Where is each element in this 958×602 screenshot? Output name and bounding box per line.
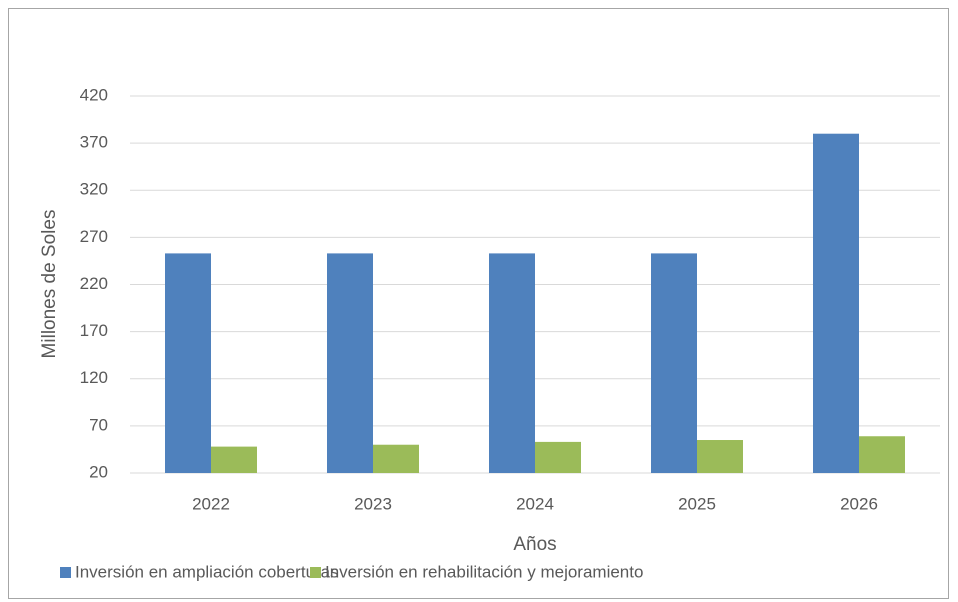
legend-label: Inversión en ampliación coberturas xyxy=(75,562,339,581)
y-tick-label: 170 xyxy=(80,321,108,340)
legend-label: Inversión en rehabilitación y mejoramien… xyxy=(325,562,643,581)
y-tick-label: 320 xyxy=(80,180,108,199)
x-tick-label: 2022 xyxy=(192,494,230,513)
bar xyxy=(165,253,211,473)
x-axis-label: Años xyxy=(513,534,556,555)
bar xyxy=(211,446,257,473)
y-tick-label: 220 xyxy=(80,274,108,293)
bar xyxy=(489,253,535,473)
x-tick-label: 2023 xyxy=(354,494,392,513)
bar xyxy=(327,253,373,473)
x-tick-label: 2024 xyxy=(516,494,554,513)
legend-swatch xyxy=(310,567,321,578)
bar xyxy=(813,133,859,473)
chart-frame xyxy=(8,8,949,599)
y-tick-label: 370 xyxy=(80,133,108,152)
bar xyxy=(373,444,419,473)
y-tick-label: 420 xyxy=(80,85,108,104)
bar xyxy=(651,253,697,473)
y-tick-label: 70 xyxy=(89,415,108,434)
y-tick-label: 120 xyxy=(80,368,108,387)
legend-swatch xyxy=(60,567,71,578)
bar xyxy=(859,436,905,473)
bar xyxy=(697,440,743,473)
x-tick-label: 2025 xyxy=(678,494,716,513)
y-axis-label: Millones de Soles xyxy=(39,210,60,359)
y-tick-label: 20 xyxy=(89,462,108,481)
y-tick-label: 270 xyxy=(80,227,108,246)
bar xyxy=(535,441,581,473)
x-tick-label: 2026 xyxy=(840,494,878,513)
